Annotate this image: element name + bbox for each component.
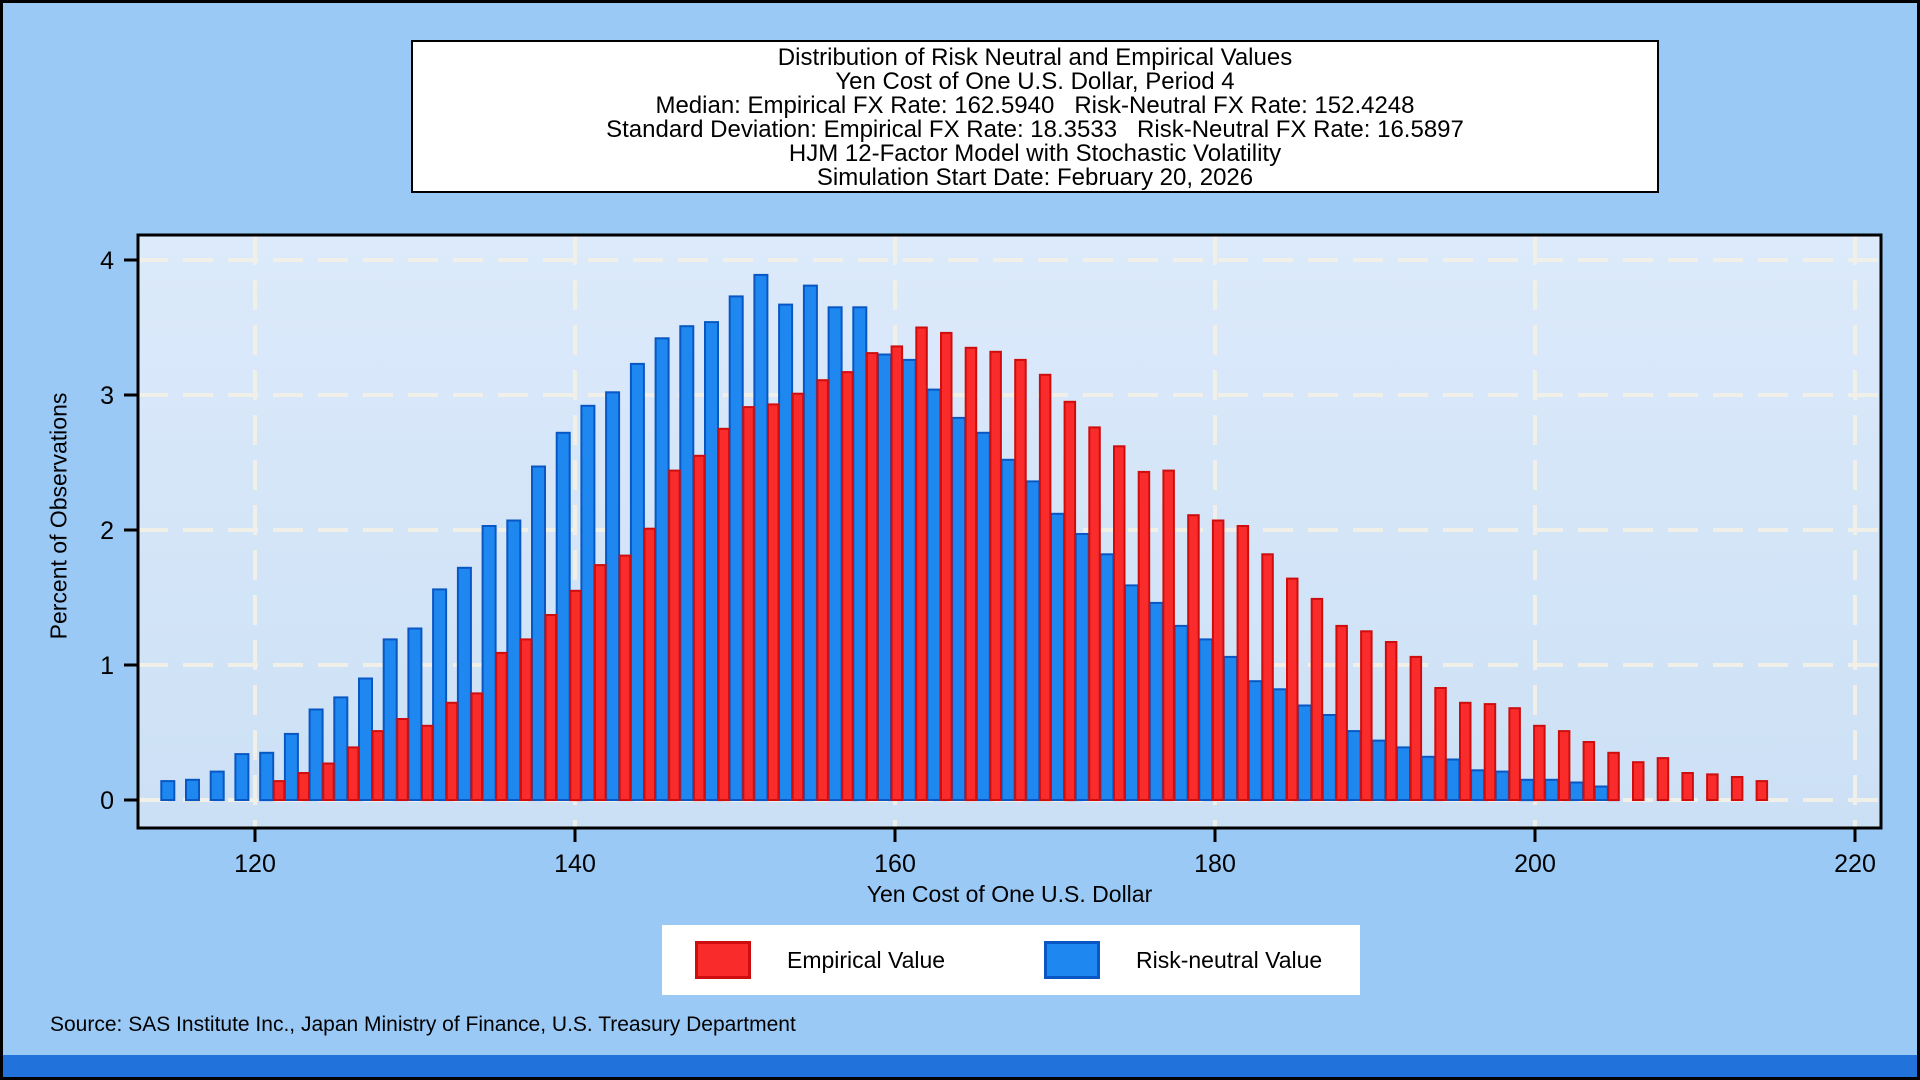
chart-title-box: Distribution of Risk Neutral and Empiric… <box>411 40 1659 193</box>
y-tick-label: 3 <box>100 382 114 410</box>
source-note: Source: SAS Institute Inc., Japan Minist… <box>50 1013 796 1036</box>
legend-label-risk-neutral: Risk-neutral Value <box>1136 946 1323 973</box>
title-line-6: Simulation Start Date: February 20, 2026 <box>816 164 1254 191</box>
y-tick-label: 1 <box>100 652 114 680</box>
x-axis-ticks: 120 140 160 180 200 220 <box>234 828 1876 878</box>
y-tick-label: 4 <box>100 247 114 275</box>
x-axis-title: Yen Cost of One U.S. Dollar <box>866 881 1153 907</box>
y-axis-ticks: 0 1 2 3 4 <box>100 247 138 815</box>
legend-swatch-empirical <box>695 941 751 979</box>
y-axis-title: Percent of Observations <box>45 392 72 640</box>
title-line-2: Yen Cost of One U.S. Dollar, Period 4 <box>835 68 1235 95</box>
legend-label-empirical: Empirical Value <box>787 946 946 973</box>
x-tick-label: 160 <box>874 850 916 878</box>
bottom-strip <box>3 1055 1917 1077</box>
title-line-1: Distribution of Risk Neutral and Empiric… <box>777 44 1293 71</box>
x-tick-label: 220 <box>1834 850 1876 878</box>
histogram-plot: 120 140 160 180 200 220 0 1 2 3 4 <box>100 233 1883 878</box>
y-tick-label: 2 <box>100 517 114 545</box>
legend-swatch-risk-neutral <box>1044 941 1100 979</box>
x-tick-label: 180 <box>1194 850 1236 878</box>
x-tick-label: 140 <box>554 850 596 878</box>
title-line-3: Median: Empirical FX Rate: 162.5940 Risk… <box>655 92 1415 119</box>
title-line-5: HJM 12-Factor Model with Stochastic Vola… <box>788 140 1282 167</box>
title-line-4: Standard Deviation: Empirical FX Rate: 1… <box>606 116 1464 143</box>
x-tick-label: 120 <box>234 850 276 878</box>
x-tick-label: 200 <box>1514 850 1556 878</box>
empirical-bars <box>272 326 1769 802</box>
legend: Empirical Value Risk-neutral Value <box>662 925 1360 995</box>
y-tick-label: 0 <box>100 787 114 815</box>
